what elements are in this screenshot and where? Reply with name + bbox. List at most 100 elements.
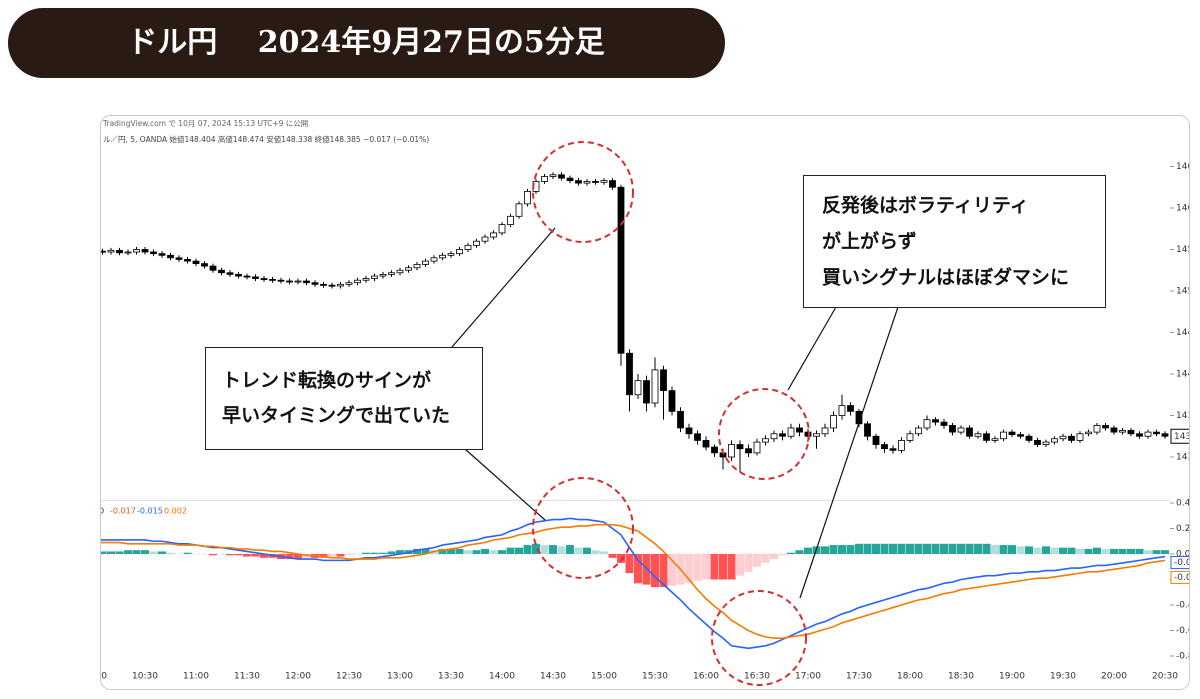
histogram-bar (149, 551, 158, 554)
histogram-bar (447, 548, 455, 554)
histogram-bar (101, 551, 107, 554)
histogram-bar (991, 545, 999, 554)
candle-body (1136, 433, 1143, 437)
candle-body (413, 264, 421, 269)
histogram-bar (498, 550, 506, 554)
histogram-bar (974, 543, 982, 554)
histogram-bar (90, 551, 98, 554)
histogram-bar (897, 543, 906, 554)
candle-body (660, 369, 667, 392)
candle-body (796, 427, 803, 433)
y-tick-label: 143.000 (1176, 453, 1200, 463)
callout-box (803, 175, 1106, 308)
candle-body (396, 269, 404, 274)
histogram-bar (285, 554, 294, 560)
histogram-bar (532, 543, 540, 554)
candle-body (260, 278, 268, 280)
histogram-bar (744, 554, 753, 572)
candle-body (617, 186, 625, 354)
y-tick-label: 146.500 (1176, 162, 1200, 172)
x-tick-label: 20:30 (1152, 672, 1178, 682)
callout-box (205, 347, 483, 450)
macd-line (101, 517, 1166, 650)
candle-body (694, 433, 701, 441)
value-box (1170, 556, 1189, 570)
candle-body (830, 415, 837, 429)
candle-body (881, 444, 888, 450)
histogram-bar (770, 554, 778, 560)
value-box (1170, 570, 1189, 584)
histogram-bar (1033, 547, 1042, 554)
candle-body (388, 272, 395, 275)
candle-body (541, 176, 548, 182)
y-tick-label: 145.000 (1176, 287, 1200, 297)
candle-body (345, 282, 353, 285)
candle-body (184, 259, 191, 262)
histogram-bar (209, 554, 217, 556)
histogram-bar (804, 547, 812, 554)
candle-body (974, 433, 982, 437)
macd-legend-name: D (98, 507, 104, 516)
macd-line (101, 523, 1166, 639)
histogram-bar (243, 554, 251, 557)
candle-body (1127, 430, 1135, 435)
highlight-circle (532, 141, 634, 243)
histogram-bar (1161, 550, 1169, 554)
candle-body (566, 177, 574, 182)
histogram-bar (464, 550, 472, 554)
candle-body (311, 282, 319, 285)
candle-body (668, 390, 676, 412)
histogram-bar (115, 551, 124, 554)
histogram-bar (1050, 547, 1059, 554)
candle-body (158, 253, 166, 256)
histogram-bar (600, 551, 608, 554)
histogram-bar (753, 554, 761, 567)
connector (464, 448, 546, 521)
histogram-bar (1110, 548, 1118, 554)
candle-body (600, 180, 608, 183)
histogram-bar (1076, 548, 1084, 554)
candle-body (745, 448, 752, 454)
histogram-bar (685, 554, 693, 584)
histogram-bar (906, 543, 914, 554)
candle-body (277, 279, 285, 282)
candle-body (1076, 433, 1084, 441)
candle-body (1153, 431, 1160, 435)
histogram-bar (345, 554, 353, 556)
candle-body (405, 267, 412, 271)
candle-body (269, 278, 276, 281)
histogram-bar (523, 545, 532, 554)
candle-body (235, 273, 242, 277)
x-tick-label: 14:30 (540, 672, 566, 682)
candle-body (1025, 435, 1033, 441)
candle-body (201, 263, 208, 267)
histogram-bar (702, 554, 710, 580)
callout-text: トレンド転換のサインが (222, 369, 431, 392)
candle-body (821, 427, 829, 435)
candle-body (150, 251, 157, 255)
histogram-bar (999, 545, 1008, 554)
histogram-bar (914, 543, 923, 554)
candle-body (379, 273, 387, 277)
histogram-bar (1042, 546, 1050, 554)
histogram-bar (387, 551, 396, 554)
x-tick-label: 14:00 (489, 672, 515, 682)
candle-body (753, 441, 761, 454)
candle-body (626, 352, 633, 396)
candle-body (634, 380, 642, 396)
candle-body (966, 427, 973, 437)
page-title: ドル円 2024年9月27日の5分足 (127, 25, 604, 60)
candle-body (303, 280, 310, 284)
histogram-bar (1127, 548, 1135, 554)
title-banner (8, 8, 725, 78)
histogram-bar (625, 554, 634, 574)
candle-body (592, 181, 599, 183)
x-tick-label: 16:00 (693, 672, 719, 682)
histogram-bar (965, 543, 974, 554)
candle-body (770, 433, 778, 440)
candle-body (473, 240, 480, 246)
histogram-bar (132, 550, 141, 554)
candle-body (1051, 438, 1058, 443)
candle-body (906, 433, 914, 441)
